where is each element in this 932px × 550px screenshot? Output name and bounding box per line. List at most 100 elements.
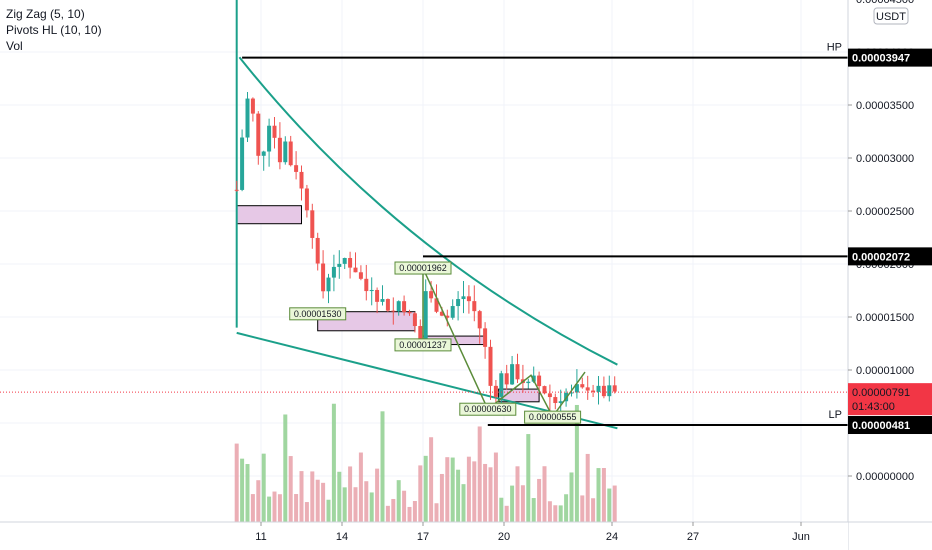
candle-body — [531, 375, 536, 382]
volume-bar — [499, 497, 504, 522]
price-tick-label: 0.00002500 — [856, 206, 914, 218]
candle-body — [304, 188, 309, 211]
currency-label: USDT — [876, 11, 906, 23]
candle-body — [569, 392, 574, 394]
volume-bar — [369, 492, 374, 522]
price-axis-bg — [848, 0, 932, 550]
volume-bar — [456, 469, 461, 522]
candle-body — [299, 171, 304, 189]
candle-body — [483, 328, 488, 347]
candle-body — [283, 141, 288, 163]
candle-body — [450, 306, 455, 318]
volume-bars — [234, 403, 617, 522]
candle-body — [580, 384, 585, 388]
price-tick-label: 0.00003500 — [856, 100, 914, 112]
candle-body — [321, 263, 326, 292]
candle-body — [574, 384, 579, 393]
pivot-label-text: 0.00001237 — [399, 340, 447, 350]
volume-bar — [488, 467, 493, 522]
zigzag-line — [422, 267, 586, 419]
pivot-label-text: 0.00001530 — [294, 309, 342, 319]
volume-bar — [564, 494, 569, 522]
candle-body — [369, 289, 374, 292]
volume-bar — [466, 456, 471, 522]
time-tick-label: 11 — [255, 531, 266, 543]
volume-bar — [569, 472, 574, 522]
volume-bar — [547, 501, 552, 522]
candle-body — [315, 237, 320, 264]
volume-bar — [434, 503, 439, 522]
volume-bar — [537, 478, 542, 522]
candle-body — [337, 263, 342, 267]
volume-bar — [385, 505, 390, 522]
candle-body — [585, 387, 590, 391]
volume-bar — [256, 480, 261, 522]
candle-body — [526, 381, 531, 384]
level-badge — [848, 247, 932, 266]
volume-bar — [331, 403, 336, 522]
upper-trendline — [238, 56, 618, 366]
pivot-label-box — [459, 402, 517, 416]
candle-body — [358, 272, 363, 279]
level-value: 0.00000481 — [852, 420, 910, 432]
time-tick-label: 14 — [336, 531, 348, 543]
volume-bar — [364, 481, 369, 522]
volume-bar — [493, 452, 498, 522]
volume-bar — [288, 456, 293, 522]
volume-bar — [591, 498, 596, 522]
candle-body — [596, 385, 601, 392]
candle-body — [493, 385, 498, 397]
volume-bar — [380, 411, 385, 522]
currency-badge — [873, 7, 909, 25]
legend-volume[interactable]: Vol — [6, 39, 23, 53]
level-name: LP — [829, 409, 842, 421]
volume-bar — [542, 466, 547, 522]
candle-body — [375, 289, 380, 302]
candle-body — [591, 390, 596, 392]
volume-bar — [510, 485, 515, 522]
level-badge — [848, 48, 932, 67]
candle-body — [331, 266, 336, 278]
volume-bar — [234, 443, 239, 522]
volume-bar — [472, 461, 477, 522]
candle-body — [364, 278, 369, 292]
volume-bar — [353, 487, 358, 522]
level-badge — [848, 416, 932, 435]
candle-body — [342, 258, 347, 264]
chart-grid — [0, 0, 848, 522]
pivot-label: 0.00000630 — [459, 402, 517, 416]
time-tick-label: 20 — [498, 531, 510, 543]
volume-bar — [321, 482, 326, 522]
candle-body — [553, 397, 558, 404]
volume-bar — [245, 464, 250, 522]
time-axis[interactable]: 11 14 17 20 24 27 Jun — [0, 521, 932, 550]
volume-bar — [477, 426, 482, 522]
volume-bar — [423, 455, 428, 522]
volume-bar — [337, 471, 342, 522]
price-axis[interactable]: 0.000045000.000040000.000035000.00003000… — [827, 0, 932, 550]
volume-bar — [450, 457, 455, 522]
volume-bar — [283, 414, 288, 522]
legend-pivots[interactable]: Pivots HL (10, 10) — [6, 23, 102, 37]
candle-body — [256, 113, 261, 156]
volume-bar — [326, 499, 331, 522]
volume-bar — [612, 485, 617, 522]
candle-body — [423, 291, 428, 339]
legend-zigzag[interactable]: Zig Zag (5, 10) — [6, 7, 85, 21]
candle-body — [456, 299, 461, 307]
volume-bar — [267, 496, 272, 522]
candle-body — [429, 291, 434, 299]
candle-body — [261, 151, 266, 156]
volume-bar — [607, 488, 612, 522]
volume-bar — [299, 471, 304, 522]
candle-body — [267, 125, 272, 152]
volume-bar — [483, 463, 488, 522]
candle-body — [288, 141, 293, 166]
pivot-label: 0.00001237 — [394, 338, 452, 352]
candle-body — [250, 98, 255, 114]
time-tick-label: Jun — [792, 531, 810, 543]
indicator-legend: Zig Zag (5, 10) Pivots HL (10, 10) Vol — [6, 6, 102, 54]
candle-body — [234, 189, 239, 191]
candle-body — [245, 98, 250, 138]
